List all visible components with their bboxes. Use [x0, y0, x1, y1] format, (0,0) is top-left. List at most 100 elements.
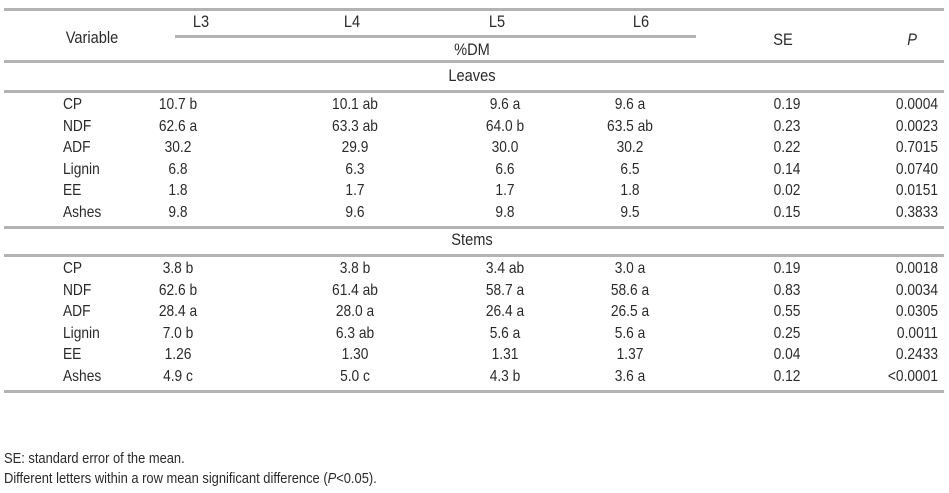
section-rule [4, 254, 944, 257]
cell-l5: 9.6 a [489, 96, 521, 113]
cell-p: 0.0034 [895, 281, 938, 299]
cell-l6: 30.2 [616, 139, 644, 156]
footnote-sig-post: <0.05). [336, 470, 377, 487]
cell-l4: 29.9 [341, 139, 369, 156]
cell-l4: 63.3 ab [332, 117, 378, 135]
header-l4: L4 [343, 12, 361, 31]
cell-se: 0.14 [773, 160, 801, 178]
cell-l5: 3.4 ab [485, 260, 525, 277]
cell-l5: 1.7 [495, 182, 515, 199]
cell-l4: 10.1 ab [332, 96, 378, 113]
cell-l3: 1.26 [164, 346, 192, 363]
cell-l3: 28.4 a [158, 303, 198, 320]
bottom-rule [4, 390, 944, 393]
header-l6: L6 [632, 12, 650, 31]
cell-se: 0.02 [773, 182, 801, 199]
footnote-sig-p: P [327, 470, 337, 487]
row-variable: EE [63, 346, 82, 363]
cell-l4: 1.30 [341, 346, 369, 363]
cell-se: 0.25 [773, 324, 801, 342]
cell-l4: 6.3 ab [335, 324, 375, 342]
cell-p: 0.0004 [895, 96, 938, 113]
cell-se: 0.15 [773, 203, 801, 221]
cell-se: 0.83 [773, 281, 801, 299]
section-title: Stems [451, 230, 493, 249]
cell-l3: 7.0 b [162, 324, 194, 342]
footnote-se: SE: standard error of the mean. [4, 450, 185, 467]
cell-l4: 28.0 a [335, 303, 375, 320]
cell-l3: 9.8 [168, 203, 188, 221]
cell-p: 0.0151 [895, 182, 938, 199]
cell-l4: 3.8 b [339, 260, 371, 277]
cell-l3: 1.8 [168, 182, 188, 199]
cell-l6: 5.6 a [614, 324, 646, 342]
cell-l5: 30.0 [491, 139, 519, 156]
cell-l5: 4.3 b [489, 367, 521, 385]
cell-se: 0.19 [773, 260, 801, 277]
cell-p: <0.0001 [887, 367, 938, 385]
row-variable: Ashes [63, 203, 102, 221]
header-se: SE [773, 30, 793, 49]
cell-p: 0.2433 [895, 346, 938, 363]
cell-p: 0.0018 [895, 260, 938, 277]
cell-se: 0.12 [773, 367, 801, 385]
cell-l6: 3.0 a [614, 260, 646, 277]
cell-l6: 9.5 [620, 203, 640, 221]
header-l5: L5 [488, 12, 506, 31]
cell-l3: 6.8 [168, 160, 188, 178]
header-p-text: P [907, 30, 917, 49]
cell-p: 0.3833 [895, 203, 938, 221]
row-variable: Lignin [63, 324, 100, 342]
cell-p: 0.7015 [895, 139, 938, 156]
cell-l5: 1.31 [491, 346, 519, 363]
row-variable: EE [63, 182, 82, 199]
cell-l6: 63.5 ab [607, 117, 653, 135]
cell-l5: 9.8 [495, 203, 515, 221]
row-variable: ADF [63, 303, 91, 320]
row-variable: Lignin [63, 160, 100, 178]
cell-se: 0.04 [773, 346, 801, 363]
top-rule [4, 8, 944, 11]
header-p: P [814, 30, 917, 50]
cell-se: 0.23 [773, 117, 801, 135]
levels-rule [175, 35, 696, 38]
header-l3: L3 [192, 12, 210, 31]
cell-l5: 6.6 [495, 160, 515, 178]
cell-l5: 26.4 a [485, 303, 525, 320]
row-variable: CP [63, 260, 83, 277]
row-variable: NDF [63, 281, 92, 299]
cell-l3: 62.6 a [158, 117, 198, 135]
section-rule [4, 90, 944, 93]
cell-l3: 10.7 b [158, 96, 198, 113]
section-title: Leaves [448, 66, 496, 85]
cell-se: 0.55 [773, 303, 801, 320]
cell-p: 0.0740 [895, 160, 938, 178]
cell-l4: 5.0 c [340, 367, 370, 385]
cell-se: 0.19 [773, 96, 801, 113]
cell-l5: 58.7 a [485, 281, 525, 299]
header-variable: Variable [65, 28, 119, 47]
cell-p: 0.0011 [896, 324, 938, 342]
section-end-rule [4, 226, 944, 229]
cell-l3: 30.2 [164, 139, 192, 156]
row-variable: NDF [63, 117, 92, 135]
cell-l5: 5.6 a [489, 324, 521, 342]
cell-l6: 9.6 a [614, 96, 646, 113]
cell-l4: 6.3 [345, 160, 365, 178]
header-bottom-rule [4, 60, 944, 63]
cell-l6: 3.6 a [614, 367, 646, 385]
cell-l6: 1.8 [620, 182, 640, 199]
cell-se: 0.22 [773, 139, 801, 156]
cell-l6: 1.37 [616, 346, 644, 363]
cell-l5: 64.0 b [485, 117, 525, 135]
cell-l6: 26.5 a [610, 303, 650, 320]
cell-l6: 58.6 a [610, 281, 650, 299]
cell-l3: 3.8 b [162, 260, 194, 277]
cell-l3: 4.9 c [163, 367, 193, 385]
cell-p: 0.0305 [895, 303, 938, 320]
row-variable: Ashes [63, 367, 102, 385]
header-unit: %DM [454, 40, 490, 59]
row-variable: ADF [63, 139, 91, 156]
row-variable: CP [63, 96, 83, 113]
cell-l4: 61.4 ab [332, 281, 378, 299]
